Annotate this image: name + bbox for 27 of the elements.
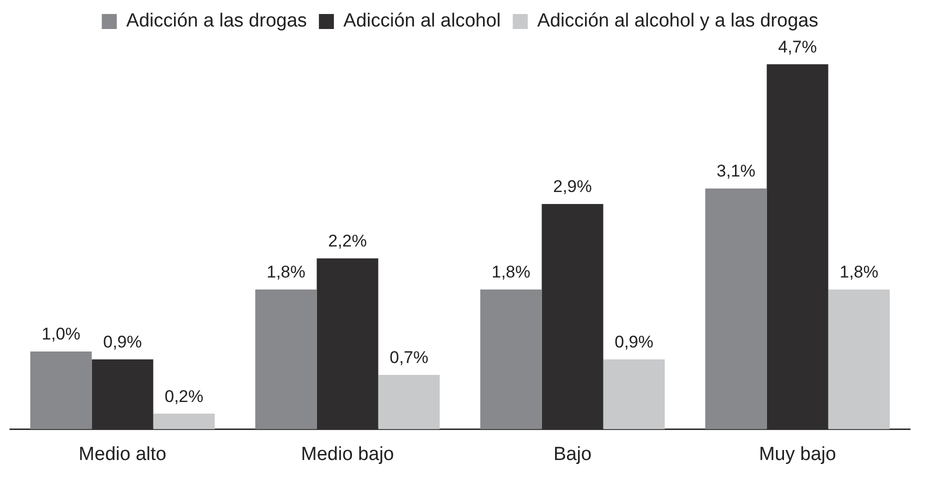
x-tick-label: Muy bajo: [758, 444, 836, 465]
x-tick-label: Medio bajo: [301, 444, 394, 465]
data-label: 2,9%: [553, 177, 592, 196]
x-tick-label: Medio alto: [78, 444, 166, 465]
data-label: 1,0%: [42, 324, 80, 344]
data-label: 0,9%: [103, 332, 142, 352]
bar: [378, 374, 440, 430]
bar: [828, 289, 890, 430]
data-label: 1,8%: [840, 262, 878, 282]
x-tick-label: Bajo: [553, 444, 592, 465]
bar: [705, 188, 767, 430]
data-label: 1,8%: [266, 262, 306, 282]
data-label: 3,1%: [716, 162, 756, 181]
bar: [480, 289, 542, 430]
data-label: 0,2%: [164, 386, 204, 406]
legend-label: Adicción al alcohol: [343, 10, 501, 32]
data-label: 2,2%: [328, 232, 367, 251]
bar: [603, 359, 665, 430]
data-label: 1,8%: [492, 262, 530, 282]
data-label: 4,7%: [778, 37, 817, 56]
legend-label: Adicción al alcohol y a las drogas: [537, 10, 818, 32]
bar: [30, 352, 92, 430]
data-label: 0,7%: [390, 348, 428, 368]
bar: [153, 414, 215, 430]
data-label: 0,9%: [614, 332, 654, 352]
legend-label: Adicción a las drogas: [126, 10, 307, 32]
bar: [255, 289, 317, 430]
